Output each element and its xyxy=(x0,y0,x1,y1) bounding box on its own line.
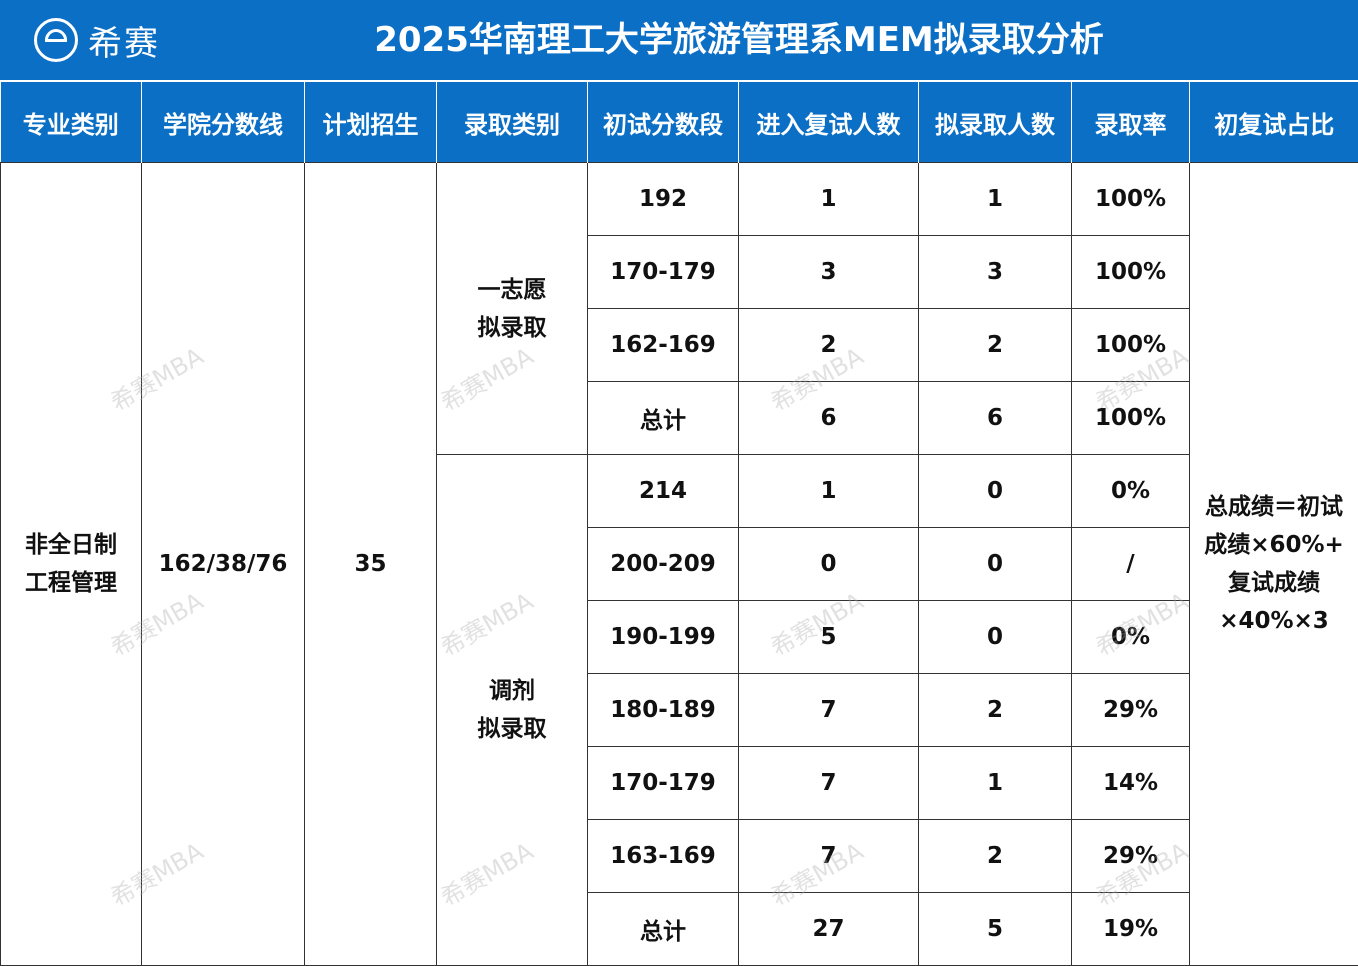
admitted-count-cell: 1 xyxy=(919,747,1072,820)
score-range-cell: 190-199 xyxy=(588,601,739,674)
admission-rate-cell: 0% xyxy=(1072,455,1190,528)
ratio-note-cell: 总成绩＝初试成绩×60%+复试成绩×40%×3 xyxy=(1190,163,1358,966)
brand-logo-icon xyxy=(34,18,78,62)
score-range-cell: 170-179 xyxy=(588,747,739,820)
admitted-count-cell: 2 xyxy=(919,674,1072,747)
retest-count-cell: 1 xyxy=(739,163,919,236)
retest-count-cell: 2 xyxy=(739,309,919,382)
admission-rate-cell: 29% xyxy=(1072,674,1190,747)
admission-rate-cell: 100% xyxy=(1072,382,1190,455)
score-range-cell: 总计 xyxy=(588,893,739,966)
admitted-count-cell: 3 xyxy=(919,236,1072,309)
retest-count-cell: 7 xyxy=(739,674,919,747)
retest-count-cell: 1 xyxy=(739,455,919,528)
category-cell-line: 拟录取 xyxy=(437,309,587,347)
admitted-count-cell: 1 xyxy=(919,163,1072,236)
category-cell-line: 拟录取 xyxy=(437,710,587,748)
major-cell: 非全日制工程管理 xyxy=(1,163,142,966)
admission-rate-cell: 100% xyxy=(1072,309,1190,382)
category-cell-line: 一志愿 xyxy=(437,271,587,309)
admitted-count-cell: 0 xyxy=(919,601,1072,674)
cutoff-cell: 162/38/76 xyxy=(142,163,305,966)
retest-count-cell: 0 xyxy=(739,528,919,601)
admitted-count-cell: 0 xyxy=(919,528,1072,601)
title-bar: 希赛 2025华南理工大学旅游管理系MEM拟录取分析 xyxy=(0,0,1358,80)
major-cell-line: 非全日制 xyxy=(1,526,141,564)
plan-cell: 35 xyxy=(305,163,437,966)
admission-rate-cell: / xyxy=(1072,528,1190,601)
retest-count-cell: 7 xyxy=(739,747,919,820)
admission-rate-cell: 29% xyxy=(1072,820,1190,893)
category-cell-line: 调剂 xyxy=(437,672,587,710)
admission-rate-cell: 0% xyxy=(1072,601,1190,674)
header-cell: 拟录取人数 xyxy=(919,81,1072,163)
admission-rate-cell: 14% xyxy=(1072,747,1190,820)
header-cell: 进入复试人数 xyxy=(739,81,919,163)
score-range-cell: 192 xyxy=(588,163,739,236)
ratio-note-cell-line: 成绩×60%+ xyxy=(1190,526,1358,564)
admitted-count-cell: 2 xyxy=(919,820,1072,893)
retest-count-cell: 5 xyxy=(739,601,919,674)
score-range-cell: 180-189 xyxy=(588,674,739,747)
ratio-note-cell-line: 复试成绩 xyxy=(1190,564,1358,602)
retest-count-cell: 6 xyxy=(739,382,919,455)
score-range-cell: 200-209 xyxy=(588,528,739,601)
retest-count-cell: 3 xyxy=(739,236,919,309)
header-cell: 初复试占比 xyxy=(1190,81,1358,163)
score-range-cell: 163-169 xyxy=(588,820,739,893)
header-cell: 专业类别 xyxy=(1,81,142,163)
score-range-cell: 总计 xyxy=(588,382,739,455)
header-cell: 计划招生 xyxy=(305,81,437,163)
retest-count-cell: 27 xyxy=(739,893,919,966)
header-cell: 录取率 xyxy=(1072,81,1190,163)
score-range-cell: 162-169 xyxy=(588,309,739,382)
header-cell: 学院分数线 xyxy=(142,81,305,163)
ratio-note-cell-line: 总成绩＝初试 xyxy=(1190,488,1358,526)
header-row: 专业类别 学院分数线 计划招生 录取类别 初试分数段 进入复试人数 拟录取人数 … xyxy=(1,81,1358,163)
brand-name: 希赛 xyxy=(88,16,160,65)
admission-rate-cell: 100% xyxy=(1072,236,1190,309)
header-cell: 录取类别 xyxy=(437,81,588,163)
admission-table: 专业类别 学院分数线 计划招生 录取类别 初试分数段 进入复试人数 拟录取人数 … xyxy=(0,80,1358,966)
admitted-count-cell: 5 xyxy=(919,893,1072,966)
admission-rate-cell: 19% xyxy=(1072,893,1190,966)
score-range-cell: 170-179 xyxy=(588,236,739,309)
ratio-note-cell-line: ×40%×3 xyxy=(1190,602,1358,640)
admitted-count-cell: 2 xyxy=(919,309,1072,382)
header-cell: 初试分数段 xyxy=(588,81,739,163)
brand: 希赛 xyxy=(34,16,160,64)
category-cell: 调剂拟录取 xyxy=(437,455,588,966)
admitted-count-cell: 0 xyxy=(919,455,1072,528)
retest-count-cell: 7 xyxy=(739,820,919,893)
page-title: 2025华南理工大学旅游管理系MEM拟录取分析 xyxy=(200,0,1278,80)
admission-rate-cell: 100% xyxy=(1072,163,1190,236)
category-cell: 一志愿拟录取 xyxy=(437,163,588,455)
score-range-cell: 214 xyxy=(588,455,739,528)
admitted-count-cell: 6 xyxy=(919,382,1072,455)
major-cell-line: 工程管理 xyxy=(1,564,141,602)
